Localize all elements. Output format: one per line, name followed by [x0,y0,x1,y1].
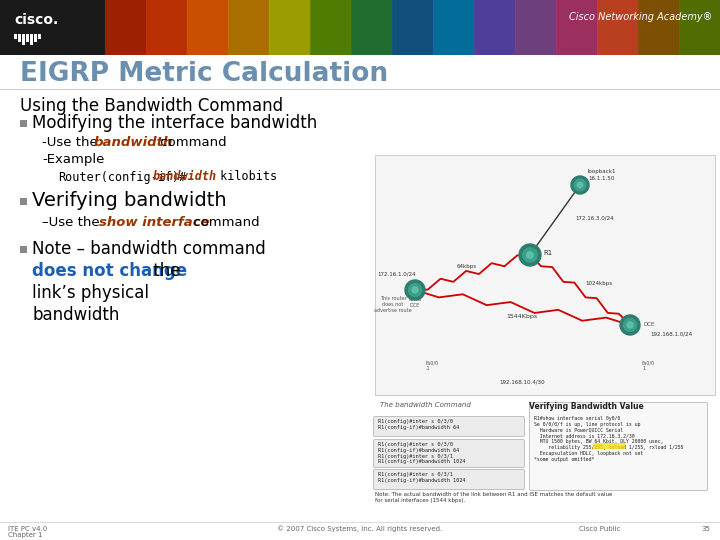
FancyBboxPatch shape [679,0,720,55]
Text: 16.1.1.50: 16.1.1.50 [588,176,614,181]
Text: Fa0/0
.1: Fa0/0 .1 [425,360,438,371]
Text: 192.168.1.0/24: 192.168.1.0/24 [650,331,692,336]
Text: cisco.: cisco. [14,13,58,27]
Text: R1(config)#inter s 0/3/1
R1(config-if)#bandwidth 1024: R1(config)#inter s 0/3/1 R1(config-if)#b… [378,472,466,483]
Text: 35: 35 [701,526,710,532]
Text: -Use the: -Use the [42,137,102,150]
FancyBboxPatch shape [310,0,351,55]
FancyBboxPatch shape [374,469,524,489]
Text: Note – bandwidth command: Note – bandwidth command [32,240,266,258]
Text: 64kbps: 64kbps [457,264,477,269]
Circle shape [412,287,418,293]
Text: does not change: does not change [32,262,187,280]
FancyBboxPatch shape [38,34,40,39]
Text: command: command [189,217,260,230]
Text: Chapter 1: Chapter 1 [8,532,42,538]
FancyBboxPatch shape [474,0,516,55]
Text: command: command [156,137,227,150]
Text: © 2007 Cisco Systems, Inc. All rights reserved.: © 2007 Cisco Systems, Inc. All rights re… [277,525,443,532]
Text: 1024kbps: 1024kbps [585,281,612,286]
Circle shape [627,322,633,328]
Text: serial
DCE: serial DCE [408,297,422,308]
FancyBboxPatch shape [20,119,27,126]
FancyBboxPatch shape [597,0,639,55]
Text: link’s physical: link’s physical [32,284,149,302]
Circle shape [577,183,582,188]
FancyBboxPatch shape [374,416,524,436]
Text: The bandwidth Command: The bandwidth Command [380,402,471,408]
Text: bandwidth: bandwidth [94,137,174,150]
Text: Verifying Bandwidth Value: Verifying Bandwidth Value [528,402,644,411]
FancyBboxPatch shape [26,34,29,42]
Text: bandwidth: bandwidth [153,171,217,184]
Circle shape [523,248,537,262]
Text: EIGRP Metric Calculation: EIGRP Metric Calculation [20,61,388,87]
FancyBboxPatch shape [20,198,27,205]
FancyBboxPatch shape [34,34,37,42]
FancyBboxPatch shape [638,0,680,55]
Text: Modifying the interface bandwidth: Modifying the interface bandwidth [32,114,318,132]
FancyBboxPatch shape [529,402,708,490]
Circle shape [624,319,636,332]
Text: 1544Kbps: 1544Kbps [506,314,538,319]
FancyBboxPatch shape [22,34,24,45]
FancyBboxPatch shape [228,0,269,55]
FancyBboxPatch shape [105,0,146,55]
Text: kilobits: kilobits [213,171,277,184]
FancyBboxPatch shape [374,440,524,468]
FancyBboxPatch shape [187,0,228,55]
FancyBboxPatch shape [30,34,32,45]
Text: the: the [148,262,181,280]
FancyBboxPatch shape [146,0,187,55]
Text: bandwidth: bandwidth [32,306,120,324]
Text: This router
does not
advertise route: This router does not advertise route [374,296,412,313]
Text: loopback1: loopback1 [588,169,616,174]
Text: Router(config-if)#: Router(config-if)# [58,171,186,184]
Circle shape [620,315,640,335]
FancyBboxPatch shape [392,0,433,55]
Text: 172.16.1.0/24: 172.16.1.0/24 [377,271,415,276]
FancyBboxPatch shape [14,34,17,39]
Text: Cisco Networking Academy®: Cisco Networking Academy® [569,12,712,22]
FancyBboxPatch shape [556,0,598,55]
Text: Fa0/0
1: Fa0/0 1 [642,360,655,371]
FancyBboxPatch shape [433,0,474,55]
Text: R1(config)#inter s 0/3/0
R1(config-if)#bandwidth 64: R1(config)#inter s 0/3/0 R1(config-if)#b… [378,419,459,430]
Circle shape [519,244,541,266]
FancyBboxPatch shape [269,0,310,55]
Text: ITE PC v4.0: ITE PC v4.0 [8,526,48,532]
Circle shape [408,284,421,296]
Text: R1: R1 [543,250,552,256]
Text: Using the Bandwidth Command: Using the Bandwidth Command [20,97,283,115]
Text: R1(config)#inter s 0/3/0
R1(config-if)#bandwidth 64
R1(config)#inter s 0/3/1
R1(: R1(config)#inter s 0/3/0 R1(config-if)#b… [378,442,466,464]
Circle shape [574,179,586,191]
Text: 172.16.3.0/24: 172.16.3.0/24 [575,216,613,221]
FancyBboxPatch shape [0,0,720,55]
FancyBboxPatch shape [593,443,625,449]
Text: Cisco Public: Cisco Public [580,526,621,532]
FancyBboxPatch shape [515,0,557,55]
FancyBboxPatch shape [20,246,27,253]
FancyBboxPatch shape [351,0,392,55]
FancyBboxPatch shape [18,34,20,42]
Text: show interface: show interface [99,217,210,230]
FancyBboxPatch shape [375,155,715,395]
Text: 192.168.10.4/30: 192.168.10.4/30 [499,379,545,384]
Circle shape [405,280,425,300]
Text: Verifying bandwidth: Verifying bandwidth [32,192,227,211]
Text: –Use the: –Use the [42,217,104,230]
Text: Note: The actual bandwidth of the link between R1 and ISE matches the default va: Note: The actual bandwidth of the link b… [375,492,613,503]
Text: DCE: DCE [643,322,654,327]
Circle shape [571,176,589,194]
Text: -Example: -Example [42,153,104,166]
Circle shape [527,252,534,258]
Text: R1#show interface serial 0y0/0
Se 0/0/0/f is up, line protocol is up
  Hardware : R1#show interface serial 0y0/0 Se 0/0/0/… [534,416,683,462]
